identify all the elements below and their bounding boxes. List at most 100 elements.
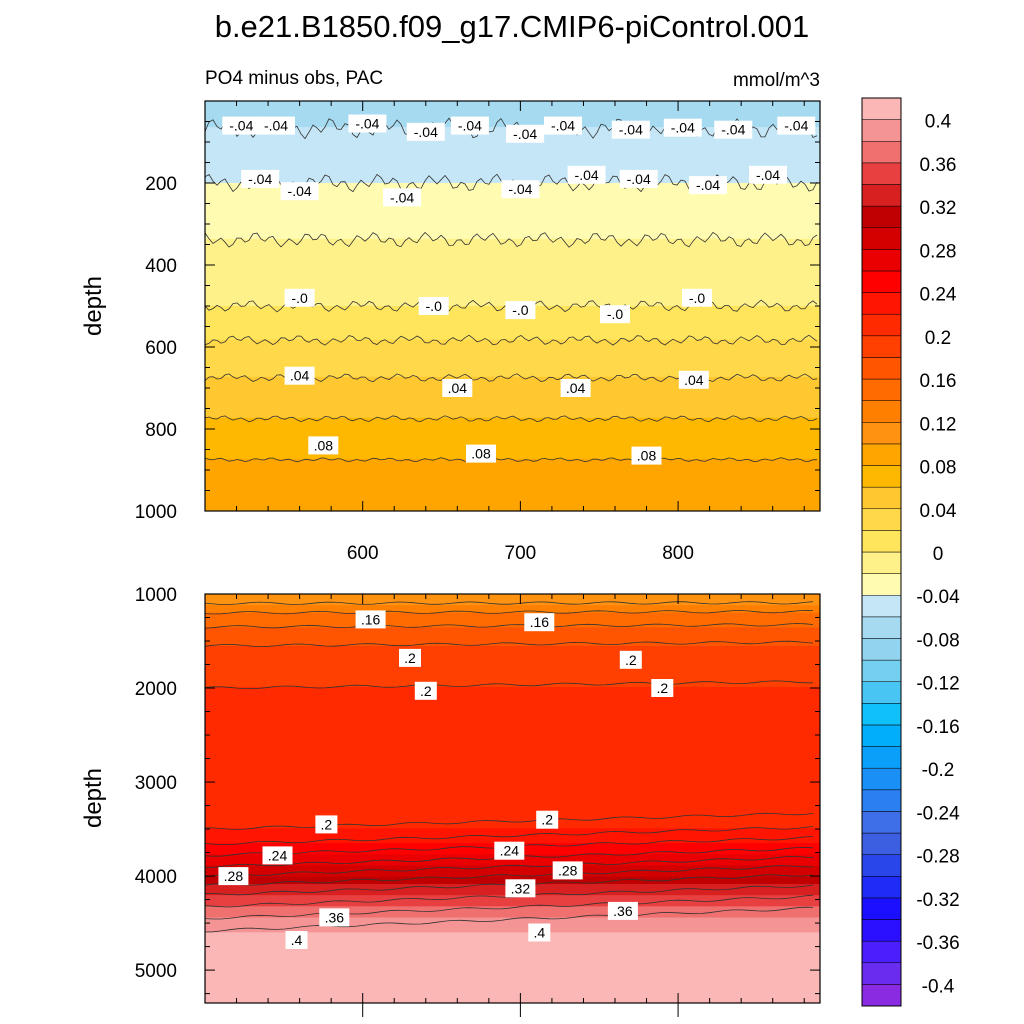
colorbar-swatch: [861, 638, 902, 661]
bottom-fill-strip: [205, 861, 820, 867]
bottom-fill-strip: [205, 805, 820, 811]
colorbar-swatch: [861, 746, 902, 769]
bottom-field: [205, 594, 820, 1003]
bottom-contour-line: [205, 640, 814, 648]
top-fill-strip: [205, 458, 820, 464]
top-fill-strip: [205, 142, 820, 147]
top-fill-strip: [205, 265, 820, 270]
bottom-contour-label-text: .4: [291, 932, 303, 948]
top-contour-label-text: .04: [684, 372, 704, 388]
top-fill-strip: [205, 436, 820, 441]
top-contour-label: -.04: [383, 188, 422, 207]
bottom-contour-label-text: .36: [325, 909, 345, 925]
bottom-fill-strip: [205, 794, 820, 800]
top-contour-label-box: [663, 118, 702, 137]
top-fill-strip: [205, 227, 820, 233]
bottom-fill-strip: [205, 976, 820, 982]
bottom-fill-strip: [205, 988, 820, 993]
colorbar-swatch: [861, 184, 902, 207]
bottom-contour-label: .2: [536, 810, 559, 829]
bottom-contour-label: .36: [607, 901, 638, 920]
colorbar-swatch: [861, 724, 902, 747]
top-contour-label-text: -.04: [721, 122, 745, 138]
bottom-contour-line: [205, 601, 814, 605]
bottom-contour-label-box: [218, 867, 249, 886]
top-contour-line: [205, 334, 818, 346]
bottom-fill-strip: [205, 995, 820, 1000]
top-contour-label-box: [442, 379, 473, 397]
bottom-fill-strip: [205, 865, 820, 870]
bottom-y-axis-label: depth: [80, 768, 107, 828]
top-fill-strip: [205, 399, 820, 404]
top-contour-label-text: -.0: [291, 290, 308, 306]
top-fill-strip: [205, 335, 820, 341]
top-fill-strip: [205, 462, 820, 467]
colorbar-swatch: [861, 205, 902, 228]
bottom-contour-label-text: .24: [268, 847, 288, 863]
top-panel: -.04 -.04 -.04-.04 -.04-.04-.04 -.04 -.04 -.04…: [135, 100, 821, 564]
top-contour-label-box: [506, 124, 545, 143]
top-fill-strip: [205, 220, 820, 225]
bottom-fill-strip: [205, 917, 820, 922]
bottom-contour-line: [205, 826, 814, 845]
top-fill-strip: [205, 466, 820, 471]
colorbar-swatch: [861, 227, 902, 250]
top-fill-strip: [205, 101, 820, 106]
top-contour-label-box: [284, 288, 315, 307]
bottom-fill-strip: [205, 720, 820, 725]
bottom-fill-strip: [205, 791, 820, 796]
top-fill-strip: [205, 391, 820, 397]
top-contour-label: -.04: [280, 182, 319, 201]
top-contour-label: .04: [284, 366, 315, 385]
top-contour-label: -.04: [241, 169, 280, 188]
top-fill-strip: [205, 104, 820, 110]
top-fill-strip: [205, 224, 820, 229]
bottom-contour-line: [205, 609, 814, 615]
bottom-fill-strip: [205, 694, 820, 699]
bottom-fill-strip: [205, 768, 820, 774]
colorbar-swatch: [861, 703, 902, 726]
top-fill-strip: [205, 406, 820, 411]
top-contour-label-box: [689, 176, 727, 195]
colorbar-swatch: [861, 270, 902, 293]
colorbar-swatch: [861, 854, 902, 877]
colorbar-frame: [861, 97, 902, 1007]
bottom-fill-strip: [205, 638, 820, 643]
bottom-fill-strip: [205, 727, 820, 733]
colorbar-label: -0.2: [922, 760, 955, 781]
bottom-fill-strip: [205, 950, 820, 956]
top-fill-strip: [205, 488, 820, 493]
bottom-contour-label-box: [285, 931, 308, 949]
colorbar-label: -0.28: [916, 847, 959, 868]
bottom-contour-label: .2: [651, 679, 674, 697]
bottom-fill-strip: [205, 646, 820, 651]
top-fill-strip: [205, 294, 820, 300]
bottom-fill-strip: [205, 612, 820, 617]
bottom-contour-label-box: [505, 879, 536, 898]
bottom-fill-strip: [205, 913, 820, 919]
top-contour-label-box: [466, 444, 496, 463]
top-contour-label: -.04: [777, 116, 816, 135]
top-contour-label: -.04: [714, 120, 753, 139]
top-contour-label-text: -.04: [508, 181, 532, 197]
bottom-contour-line: [205, 894, 814, 920]
bottom-fill-strip: [205, 705, 820, 710]
top-fill-strip: [205, 402, 820, 408]
top-fill-strip: [205, 112, 820, 117]
panel-subtitle-right: mmol/m^3: [733, 70, 820, 91]
colorbar-label: -0.12: [916, 674, 959, 695]
bottom-contour-label-box: [528, 923, 551, 942]
top-fill-strip: [205, 484, 820, 490]
top-contour-label: .04: [678, 370, 709, 389]
top-fill-strip: [205, 432, 820, 438]
colorbar-swatch: [861, 962, 902, 985]
bottom-contour-label-box: [536, 810, 559, 829]
top-contour-label: -.04: [501, 180, 540, 199]
colorbar-label: -0.04: [916, 587, 960, 608]
top-fill-strip: [205, 473, 820, 479]
bottom-fill-strip: [205, 921, 820, 926]
top-fill-strip: [205, 421, 820, 426]
top-fill-strip: [205, 507, 820, 511]
top-contour-label-text: -.04: [248, 171, 272, 187]
